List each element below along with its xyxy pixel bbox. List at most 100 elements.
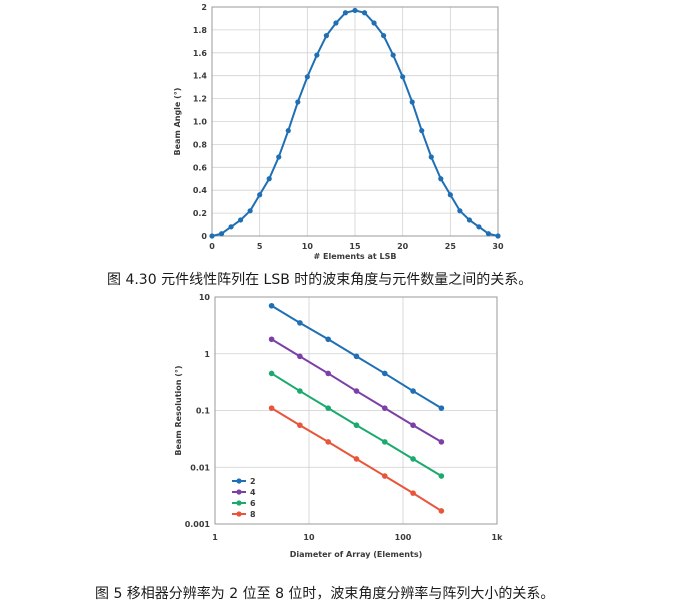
x-tick-label: 30 [492, 242, 504, 251]
legend-marker-4 [236, 489, 242, 495]
y-tick-label: 1.4 [193, 72, 208, 81]
data-point [371, 20, 377, 26]
data-point-6 [297, 388, 303, 394]
data-point [466, 217, 472, 223]
data-point [352, 7, 358, 14]
data-point [323, 33, 329, 39]
y-tick-label: 0 [201, 232, 207, 241]
data-point-2 [325, 336, 331, 343]
x-tick-label: 10 [303, 533, 315, 542]
legend-label-8: 8 [250, 510, 256, 519]
data-point [238, 217, 244, 223]
y-tick-label: 10 [199, 293, 211, 302]
y-tick-label: 0.01 [190, 463, 210, 472]
y-axis-label: Beam Resolution (°) [174, 365, 183, 455]
data-point [247, 208, 253, 214]
legend-marker-6 [236, 500, 242, 506]
x-tick-label: 1 [212, 533, 218, 542]
data-point [419, 128, 425, 134]
data-point-2 [381, 370, 388, 377]
data-point-2 [353, 353, 360, 360]
data-point [257, 192, 263, 198]
data-point-4 [381, 405, 388, 411]
data-point [228, 224, 234, 230]
y-axis-label: Beam Angle (°) [173, 88, 182, 156]
data-point [381, 33, 387, 39]
data-point [266, 176, 272, 182]
data-point [295, 99, 301, 105]
data-point [304, 74, 310, 80]
data-point [390, 52, 396, 58]
data-point-8 [438, 508, 445, 514]
legend-marker-8 [236, 511, 242, 517]
data-point-6 [268, 370, 275, 377]
data-point-8 [325, 439, 331, 445]
data-point [314, 52, 320, 58]
data-point [276, 154, 282, 160]
data-point [400, 74, 406, 80]
data-point-4 [353, 388, 360, 394]
legend-label-6: 6 [250, 499, 256, 508]
data-point-8 [410, 490, 416, 496]
data-point [209, 233, 215, 239]
y-tick-label: 0.1 [196, 407, 211, 416]
x-tick-label: 10 [302, 242, 314, 251]
x-tick-label: 1k [492, 533, 504, 542]
x-tick-label: 100 [395, 533, 412, 542]
legend-label-2: 2 [250, 477, 256, 486]
x-tick-label: 0 [209, 242, 215, 251]
y-tick-label: 1.2 [193, 95, 207, 104]
data-point [485, 231, 492, 237]
data-point [447, 192, 453, 198]
figure-5-caption: 图 5 移相器分辨率为 2 位至 8 位时，波束角度分辨率与阵列大小的关系。 [95, 586, 555, 602]
beam-angle-chart: 0 5 10 15 20 25 30 0 0.2 0.4 0.6 0.8 1.0 1.2 1.4 1.6 1.8… [173, 3, 504, 261]
data-point-4 [410, 422, 416, 429]
data-point [342, 10, 349, 16]
legend-marker-2 [236, 478, 242, 484]
data-point-8 [353, 456, 360, 462]
data-point-6 [438, 473, 445, 479]
x-tick-label: 5 [257, 242, 263, 251]
figure-4-30-caption: 图 4.30 元件线性阵列在 LSB 时的波束角度与元件数量之间的关系。 [107, 272, 533, 288]
y-tick-label: 1.6 [193, 49, 208, 58]
data-point-8 [381, 473, 388, 479]
data-point [495, 233, 501, 239]
beam-resolution-chart: 1 10 100 1k 0.001 0.01 0.1 1 10 2 4 6 8 Diameter of A… [174, 293, 503, 559]
plot-frame [214, 296, 498, 525]
data-point-2 [268, 302, 275, 309]
data-point-4 [297, 353, 303, 360]
data-point [409, 99, 415, 105]
data-point-2 [410, 388, 416, 394]
x-axis-label: Diameter of Array (Elements) [290, 550, 423, 559]
x-tick-label: 15 [349, 242, 361, 251]
data-point [457, 208, 463, 214]
data-point [428, 154, 434, 160]
x-tick-label: 25 [445, 242, 457, 251]
plot-frame [211, 6, 499, 237]
data-point-2 [438, 405, 445, 411]
data-point [218, 231, 225, 237]
y-tick-label: 0.2 [193, 209, 207, 218]
data-point-6 [410, 456, 416, 462]
data-point-6 [381, 439, 388, 445]
x-tick-label: 20 [397, 242, 409, 251]
y-tick-label: 0.4 [193, 186, 208, 195]
y-tick-label: 0.6 [193, 163, 208, 172]
data-point [361, 10, 368, 16]
legend-label-4: 4 [250, 488, 256, 497]
y-tick-label: 2 [201, 3, 207, 12]
data-point-4 [438, 439, 445, 445]
y-tick-label: 1.0 [193, 118, 208, 127]
y-tick-label: 1.8 [193, 26, 208, 35]
y-tick-label: 0.001 [185, 520, 211, 529]
data-point-4 [268, 336, 275, 343]
data-point-2 [297, 320, 303, 326]
x-axis-label: # Elements at LSB [314, 252, 397, 261]
data-point-8 [268, 405, 275, 411]
data-point-4 [325, 370, 331, 377]
data-point-6 [325, 405, 331, 411]
y-tick-label: 0.8 [193, 140, 208, 149]
y-tick-label: 1 [204, 350, 210, 359]
data-point-8 [297, 422, 303, 429]
